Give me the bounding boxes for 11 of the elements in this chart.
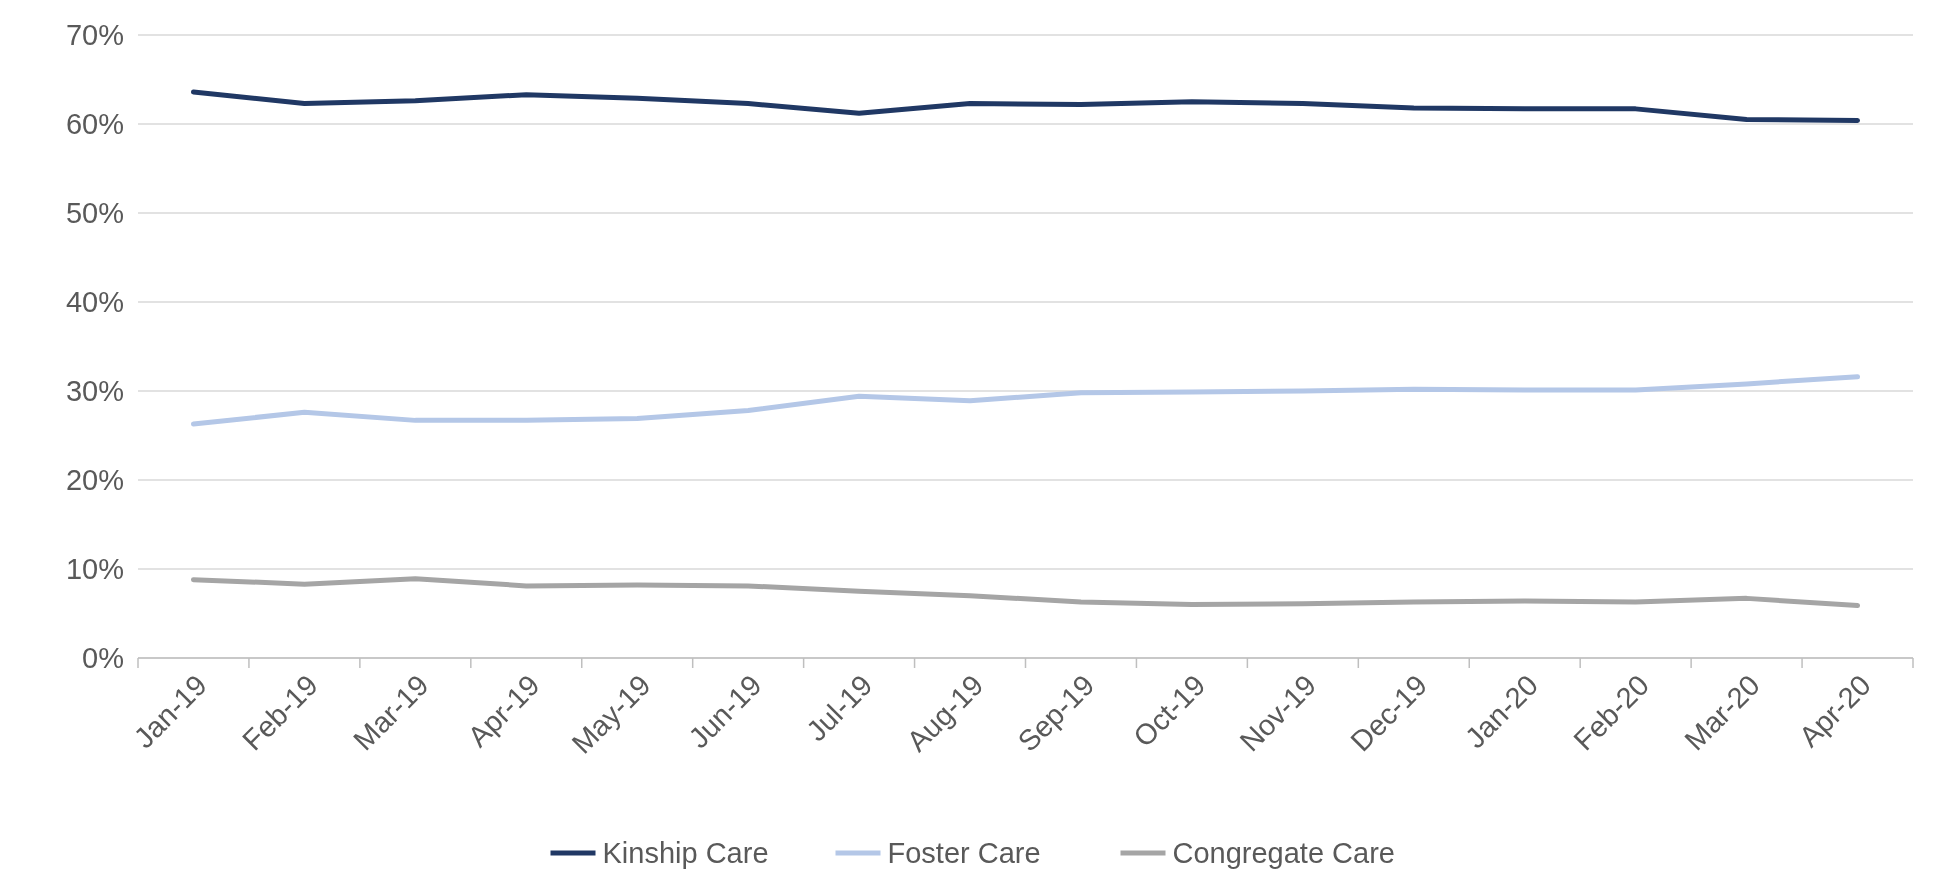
- y-tick-label: 30%: [65, 375, 124, 408]
- y-tick-label: 20%: [65, 464, 124, 497]
- legend-label: Kinship Care: [602, 837, 769, 870]
- y-tick-label: 50%: [65, 197, 124, 230]
- legend-label: Congregate Care: [1172, 837, 1395, 870]
- y-tick-label: 10%: [65, 553, 124, 586]
- y-tick-label: 60%: [65, 108, 124, 141]
- y-tick-label: 0%: [82, 642, 124, 675]
- legend-label: Foster Care: [887, 837, 1041, 870]
- y-tick-label: 70%: [65, 19, 124, 52]
- y-tick-label: 40%: [65, 286, 124, 319]
